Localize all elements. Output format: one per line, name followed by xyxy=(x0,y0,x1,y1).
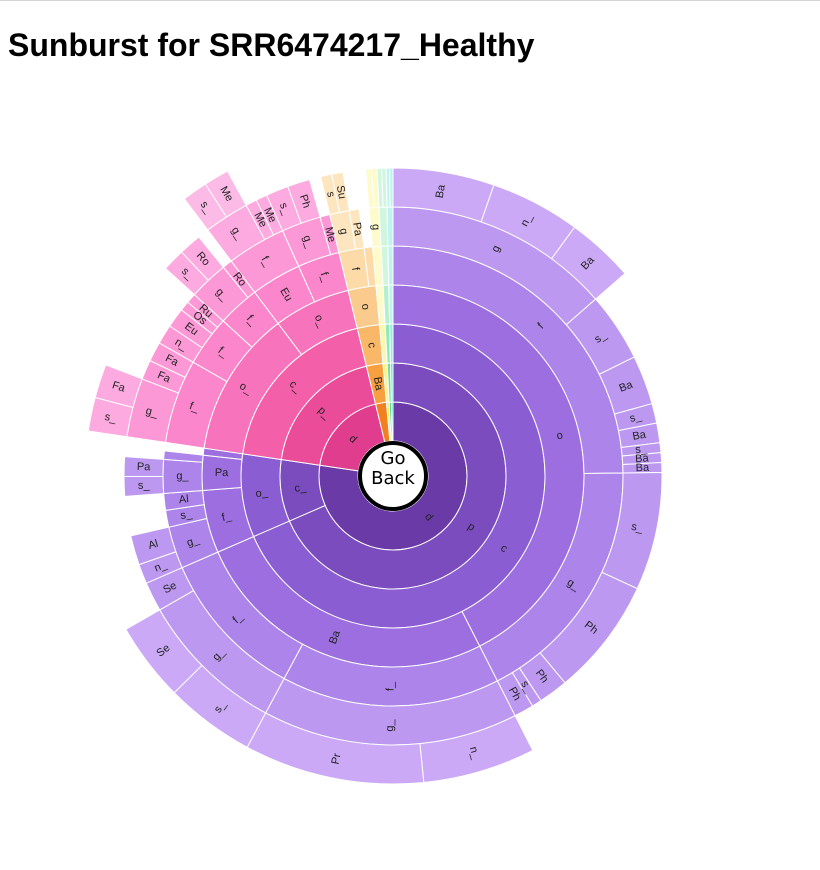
segment-label-f-83: f xyxy=(349,266,362,272)
segment-label-f-23: f_ xyxy=(385,681,397,691)
segment-label-g-41: g_ xyxy=(176,470,189,482)
segment-label-pa-87: Pa xyxy=(350,222,364,238)
segment-p-106[interactable] xyxy=(389,362,394,403)
segment-label-s-85: s xyxy=(324,190,337,198)
page-title: Sunburst for SRR6474217_Healthy xyxy=(8,27,535,63)
segment-label-n-36: n_ xyxy=(153,559,170,575)
segment-label-c-81: c xyxy=(365,342,378,350)
segment-label-f-34: f_ xyxy=(221,510,234,524)
segment-label-pr-26: Pr xyxy=(330,752,344,765)
go-back-circle[interactable] xyxy=(358,441,428,511)
segment-label-g-84: g xyxy=(337,227,350,235)
segment-label-pa-43: Pa xyxy=(137,461,152,473)
segment-label-me-78: Me xyxy=(322,226,337,244)
segment-label-pa-40: Pa xyxy=(215,467,230,479)
segment-label-ba-80: Ba xyxy=(371,376,385,392)
top-divider xyxy=(0,0,820,1)
segment-label-su-86: Su xyxy=(334,185,348,200)
segment-label-fa-53: Fa xyxy=(111,379,128,395)
segment-label-s-76: s_ xyxy=(277,201,293,217)
segment-label-c-32: c_ xyxy=(294,481,308,495)
segment-label-s-17: s_ xyxy=(630,521,645,535)
segment-g-110[interactable] xyxy=(386,206,394,247)
segment-label-o-33: o_ xyxy=(255,486,270,500)
segment-label-ba-14: Ba xyxy=(635,452,650,465)
segment-label-fa-55: Fa xyxy=(163,352,181,369)
segment-d-105[interactable] xyxy=(390,401,394,442)
segment-label-g-75: g_ xyxy=(300,234,316,250)
segment-label-c-2: c xyxy=(498,542,510,555)
segment-label-g-35: g_ xyxy=(185,534,201,549)
segment-label-ba-15: Ba xyxy=(635,462,650,474)
segment-label-ph-21: Ph xyxy=(506,685,523,703)
segment-label-ba-6: Ba xyxy=(434,183,448,199)
segment-de-112[interactable] xyxy=(389,167,394,208)
segment-label-g-51: g_ xyxy=(144,405,160,420)
segment-label-fa-54: Fa xyxy=(156,369,173,385)
segment-label-g-24: g_ xyxy=(384,718,396,731)
segment-label-me-73: Me xyxy=(261,206,278,225)
segment-label-ba-10: Ba xyxy=(618,378,636,394)
segment-label-s-52: s_ xyxy=(103,411,118,425)
segment-label-s-38: s_ xyxy=(179,508,194,522)
segment-label-s-11: s_ xyxy=(629,410,644,425)
sunburst-segments xyxy=(87,167,663,785)
segment-label-eu-67: Eu xyxy=(277,286,294,304)
go-back-button[interactable]: Go Back xyxy=(358,441,428,511)
segment-label-g-5: g xyxy=(489,244,502,255)
segment-label-s-13: s_ xyxy=(635,443,649,456)
segment-label-f-4: f xyxy=(535,320,546,331)
segment-label-o-82: o xyxy=(359,303,372,311)
segment-label-ph-77: Ph xyxy=(297,193,313,209)
segment-label-p-1: p xyxy=(465,521,477,534)
segment-label-n-25: n_ xyxy=(467,745,482,761)
segment-label-o-3: o xyxy=(555,429,564,442)
sunburst-chart: dpcofgBan_Bas_Bas_Bas_BaBag_s_PhPhs_PhBa… xyxy=(87,167,663,785)
segment-label-se-31: Se xyxy=(161,580,178,597)
segment-f-109[interactable] xyxy=(387,245,394,286)
segment-label-al-37: Al xyxy=(147,538,160,552)
segment-o-108[interactable] xyxy=(388,284,394,325)
segment-label-s-42: s_ xyxy=(138,479,151,491)
segment-label-ba-22: Ba xyxy=(327,628,343,646)
segment-label-g-94: g xyxy=(369,224,381,231)
go-back-label-line2[interactable]: Back xyxy=(371,468,415,489)
segment-c-107[interactable] xyxy=(389,323,394,364)
segment-label-al-39: Al xyxy=(178,493,189,506)
segment-label-o-66: o_ xyxy=(312,313,328,330)
segment-label-ba-12: Ba xyxy=(632,429,648,443)
go-back-label-line1[interactable]: Go xyxy=(381,448,406,469)
